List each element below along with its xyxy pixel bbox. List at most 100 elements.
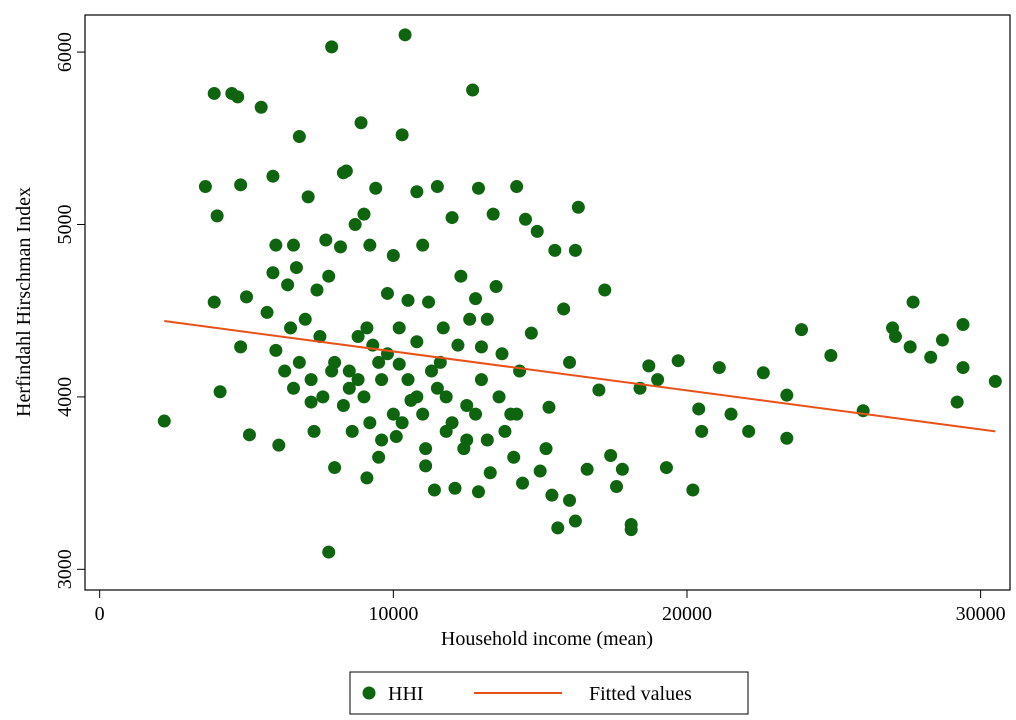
point [269,238,283,252]
point [474,373,488,387]
point [351,330,365,344]
point [416,238,430,252]
point [598,283,612,297]
x-tick-label: 30000 [956,603,1006,625]
point [325,40,339,54]
point [469,407,483,421]
point [198,180,212,194]
point [471,181,485,195]
point [322,269,336,283]
point [510,407,524,421]
point [610,480,624,494]
point [906,295,920,309]
point [433,355,447,369]
point [436,321,450,335]
point [380,286,394,300]
plot-frame [84,14,1011,591]
point [513,364,527,378]
point [671,354,685,368]
point [924,350,938,364]
point [360,471,374,485]
point [242,428,256,442]
legend-label: Fitted values [589,683,692,705]
point [568,243,582,257]
point [269,343,283,357]
point [301,190,315,204]
point [495,347,509,361]
point [375,433,389,447]
point [518,212,532,226]
point [516,476,530,490]
point [292,130,306,144]
point [780,431,794,445]
point [410,185,424,199]
point [363,416,377,430]
point [557,302,571,316]
x-tick-label: 10000 [368,603,418,625]
point [328,461,342,475]
point [548,243,562,257]
point [474,340,488,354]
point [234,340,248,354]
point [642,359,656,373]
point [542,400,556,414]
point [568,514,582,528]
x-tick-label: 20000 [662,603,712,625]
point [510,180,524,194]
point [360,321,374,335]
point [498,424,512,438]
point [254,100,268,114]
point [372,355,386,369]
point [325,364,339,378]
point [286,381,300,395]
point [454,269,468,283]
point [310,283,324,297]
point [392,357,406,371]
point [659,461,673,475]
point [533,464,547,478]
point [460,399,474,413]
point [278,364,292,378]
point [357,207,371,221]
point [304,395,318,409]
point [316,390,330,404]
point [712,361,726,375]
point [592,383,606,397]
point [692,402,706,416]
point [416,407,430,421]
point [207,86,221,100]
point [375,373,389,387]
point [363,238,377,252]
point [395,128,409,142]
point [563,493,577,507]
point [286,238,300,252]
point [695,424,709,438]
point [457,442,471,456]
legend-label: HHI [388,683,424,705]
point [210,209,224,223]
point [419,459,433,473]
point [615,462,629,476]
point [386,249,400,263]
point [486,207,500,221]
point [372,450,386,464]
point [489,280,503,294]
point [507,450,521,464]
point [298,312,312,326]
point [524,326,538,340]
point [304,373,318,387]
y-tick-label: 4000 [54,377,76,417]
point [410,335,424,349]
point [539,442,553,456]
legend-marker [362,686,376,700]
point [651,373,665,387]
point [333,240,347,254]
point [480,312,494,326]
point [604,449,618,463]
point [419,442,433,456]
point [427,483,441,497]
point [386,407,400,421]
point [903,340,917,354]
point [401,373,415,387]
